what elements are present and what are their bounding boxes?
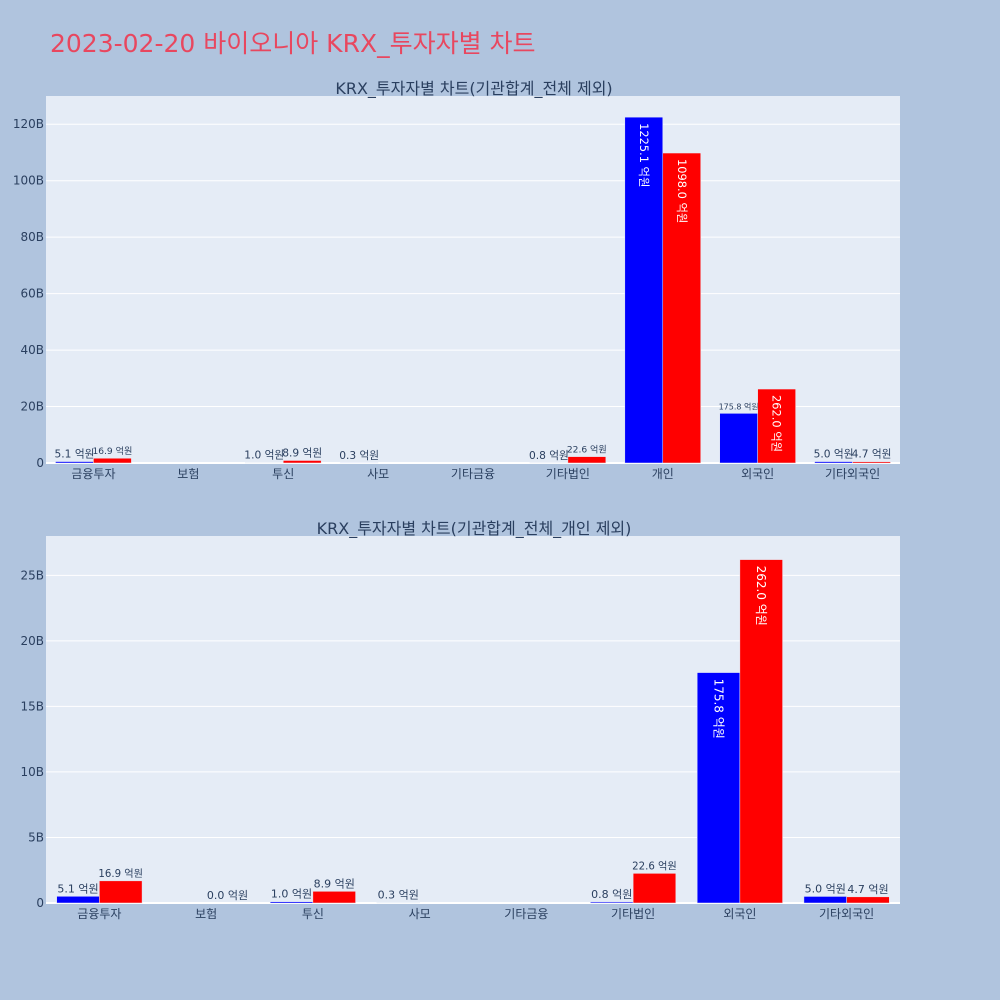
data-label: 5.1 억원 [57,882,98,895]
data-label: 0.0 억원 [207,889,248,902]
x-tick-label: 투신 [272,467,294,481]
x-tick-label: 외국인 [741,467,774,481]
x-tick-label: 사모 [409,907,431,921]
bar-sell [846,896,890,904]
data-label: 4.7 억원 [847,883,888,896]
x-tick-label: 기타외국인 [825,467,880,481]
data-label: 5.0 억원 [805,882,846,895]
bar-sell [632,873,677,904]
bar-buy [269,901,314,904]
y-tick-label: 40B [20,343,44,357]
y-tick-label: 25B [20,568,44,582]
y-tick-label: 60B [20,287,44,301]
y-tick-label: 120B [13,117,44,131]
bar-sell [662,152,701,464]
bar-buy [696,672,741,904]
data-label: 16.9 억원 [92,445,132,457]
bar-buy [719,413,758,464]
data-label: 0.3 억원 [339,449,379,462]
data-label: 4.7 억원 [852,448,892,461]
bar-sell [757,388,796,464]
bar-sell [567,456,607,464]
data-label: 1098.0 억원 [675,159,689,223]
y-tick-label: 80B [20,230,44,244]
y-tick-label: 20B [20,634,44,648]
data-label: 8.9 억원 [282,446,322,459]
y-tick-label: 100B [13,174,44,188]
chart-excluding-individuals: 0 5B 10B 15B 20B 25B KRX_투자자별 차트(기관합계_전체_개인 제외… [20,519,900,921]
bar-buy [56,896,100,904]
bar-sell [93,457,132,464]
chart-title: KRX_투자자별 차트(기관합계_전체 제외) [335,79,612,99]
x-tick-label: 사모 [367,467,389,481]
chart-all-investors: 0 20B 40B 60B 80B 100B 120B KRX_투자자별 차트(기관합계_전체… [13,79,900,481]
bar-buy [590,901,634,904]
x-tick-label: 기타법인 [546,467,590,481]
x-tick-label: 외국인 [723,907,756,921]
data-label: 5.0 억원 [814,448,854,461]
x-tick-label: 기타금융 [451,467,495,481]
data-label: 5.1 억원 [55,448,95,461]
y-tick-label: 5B [28,830,44,844]
x-tick-label: 기타금융 [504,907,548,921]
y-tick-label: 15B [20,699,44,713]
data-label: 175.8 억원 [712,679,726,739]
x-tick-label: 보험 [177,467,199,481]
x-tick-label: 금융투자 [71,467,115,481]
data-label: 262.0 억원 [770,395,784,452]
data-label: 0.8 억원 [591,888,632,901]
bar-sell [739,559,783,904]
y-tick-label: 10B [20,765,44,779]
data-label: 262.0 억원 [754,566,768,626]
data-label: 1.0 억원 [271,888,312,901]
chart-title: KRX_투자자별 차트(기관합계_전체_개인 제외) [317,519,632,539]
bar-buy [55,461,94,464]
x-tick-label: 기타법인 [611,907,655,921]
data-label: 22.6 억원 [632,860,677,872]
data-label: 8.9 억원 [314,877,355,890]
x-tick-label: 개인 [652,467,674,481]
x-tick-label: 보험 [195,907,217,921]
data-label: 1.0 억원 [244,449,284,462]
bar-buy [624,116,664,464]
data-label: 22.6 억원 [567,444,607,456]
x-tick-label: 투신 [302,907,324,921]
x-tick-label: 금융투자 [77,907,121,921]
y-tick-label: 0 [36,456,44,470]
bar-sell [282,460,322,464]
bar-sell [312,891,356,904]
data-label: 0.8 억원 [529,449,569,462]
y-tick-label: 0 [36,896,44,910]
data-label: 0.3 억원 [378,889,419,902]
page-title: 2023-02-20 바이오니아 KRX_투자자별 차트 [50,29,536,58]
bar-sell [852,461,891,464]
bar-buy [803,896,847,904]
y-tick-label: 20B [20,400,44,414]
bar-buy [814,461,853,464]
data-label: 1225.1 억원 [637,123,651,187]
bar-sell [99,880,143,904]
data-label: 175.8 억원 [719,401,759,411]
x-tick-label: 기타외국인 [819,907,874,921]
data-label: 16.9 억원 [98,868,143,880]
